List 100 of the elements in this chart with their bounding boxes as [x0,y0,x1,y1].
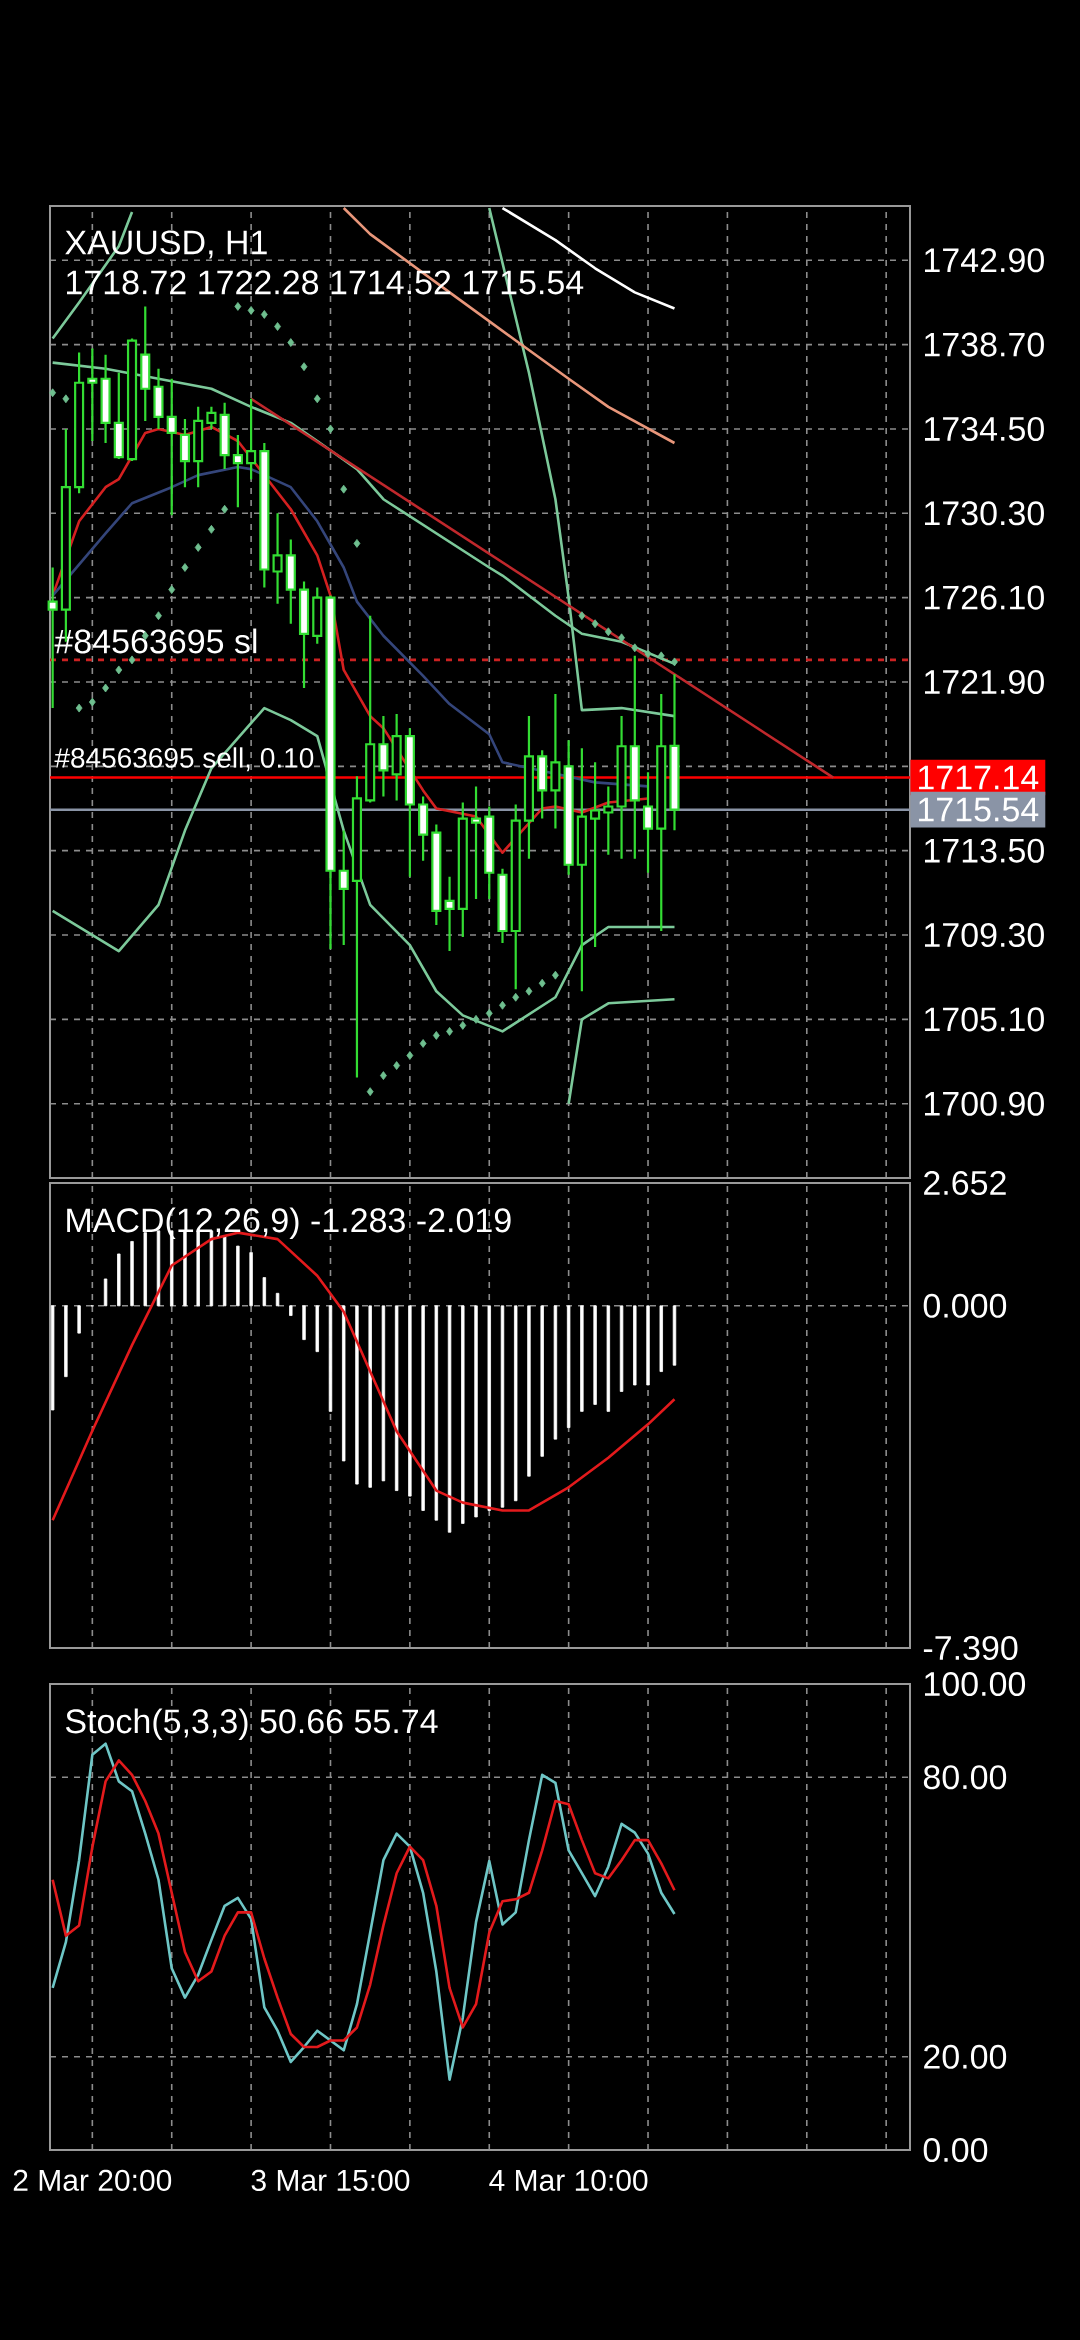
bar [461,1305,465,1524]
x-tick-label: 3 Mar 15:00 [251,2169,410,2191]
point [102,683,109,693]
candlestick [457,801,468,939]
candlestick [523,715,535,860]
bar [117,1253,121,1307]
point [234,302,242,311]
bar [249,1252,253,1307]
point [525,986,533,996]
y-tick-label: 1734.50 [924,416,1044,441]
point [366,1087,374,1097]
point [499,1000,506,1010]
candlestick [325,594,336,951]
bar [434,1305,439,1521]
candlestick [378,715,389,798]
y-tick-label: 1700.90 [924,1091,1044,1116]
candlestick [550,692,561,830]
candlestick [312,586,323,645]
candlestick [100,353,111,445]
y-tick-label: 2.652 [924,1170,1006,1196]
point [287,338,295,347]
bar [50,1305,55,1411]
point [75,703,83,713]
point [247,306,255,315]
candlestick [232,433,243,509]
bar [421,1305,425,1511]
candlestick [365,614,376,804]
candlestick [126,337,138,463]
y-tick-label: 100.00 [924,1671,1026,1697]
y-tick-label: 1709.30 [924,922,1044,948]
candlestick [259,441,270,589]
point [604,627,612,637]
candlestick [431,823,442,927]
point [49,388,57,398]
y-tick-label: 20.00 [924,2044,1007,2069]
y-tick-label: 1726.10 [924,585,1044,610]
y-tick-label: -7.390 [923,1635,1018,1661]
point [459,1020,467,1030]
bar [315,1305,319,1353]
bar [619,1305,624,1392]
point [208,524,215,534]
bar [514,1305,518,1502]
point [88,697,96,707]
point [221,504,229,514]
bar [606,1305,611,1412]
point [393,1061,401,1070]
bar [580,1305,584,1412]
bar [342,1305,346,1462]
candlestick [590,761,601,949]
y-tick-label: 1738.70 [924,332,1044,357]
text: MACD(12,26,9) -1.283 -2.019 [67,1207,511,1240]
bar [394,1305,399,1491]
ref-line-label: #84563695 sl [54,628,257,654]
candlestick [74,351,85,495]
point [274,322,281,331]
candlestick [140,305,151,422]
candlestick [404,727,415,878]
candlestick [444,875,455,953]
candlestick [166,377,177,517]
point [538,978,546,988]
point [552,970,559,980]
bar [236,1245,240,1307]
point [657,651,665,661]
candlestick [272,512,283,605]
bar [77,1305,81,1334]
point [313,394,321,404]
candlestick [484,805,495,900]
point [327,424,334,434]
bar [103,1278,108,1307]
point [472,1014,480,1024]
candlestick [113,371,124,461]
bar [553,1305,558,1440]
candlestick [616,715,627,860]
bar [355,1305,359,1485]
point [578,611,586,621]
bar [408,1305,412,1497]
candlestick [391,713,402,802]
bar [593,1305,597,1405]
point [128,655,136,665]
y-tick-label: 0.00 [923,2137,988,2163]
candlestick [338,829,349,947]
x-tick-label: 4 Mar 10:00 [489,2169,648,2191]
bar [275,1292,280,1307]
point [353,539,361,548]
y-tick-label: 1730.30 [924,501,1044,526]
bar [527,1305,531,1477]
point [155,611,162,621]
bar [130,1241,134,1307]
bar [633,1305,637,1386]
candlestick [642,771,654,874]
point [432,1031,440,1040]
candlestick [179,417,191,489]
line-series [567,997,676,1106]
candlestick [206,405,217,431]
candlestick [629,654,640,860]
candlestick [153,367,164,431]
ref-line-label: 1717.14 [918,765,1039,790]
point [671,657,678,667]
candlestick [298,580,310,690]
point [406,1051,414,1060]
